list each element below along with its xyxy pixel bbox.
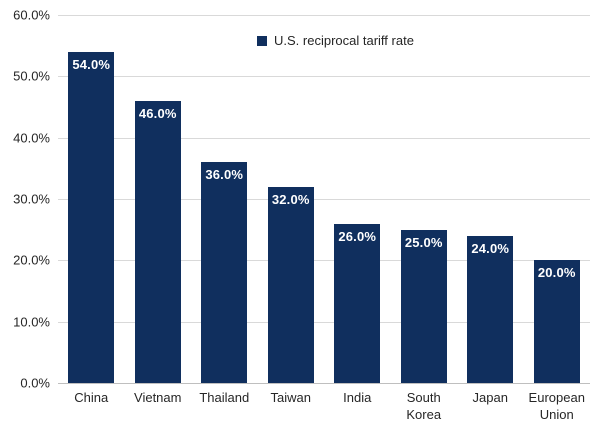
- x-axis-category-label-japan: Japan: [472, 390, 508, 405]
- x-axis-category-label-vietnam: Vietnam: [134, 390, 182, 405]
- gridline-40: [58, 137, 590, 139]
- bar-value-label-taiwan: 32.0%: [271, 191, 310, 207]
- gridline-30: [58, 199, 590, 200]
- x-axis-category-label-european-union: European Union: [528, 390, 585, 422]
- gridline-10: [58, 321, 590, 323]
- gridline-20: [58, 260, 590, 262]
- x-axis-line: [58, 383, 590, 384]
- bar-value-label-vietnam: 46.0%: [138, 105, 177, 121]
- x-axis-category-label-south-korea: South Korea: [406, 390, 442, 422]
- x-axis-category-label-thailand: Thailand: [199, 390, 250, 405]
- bar-thailand: 36.0%: [201, 162, 248, 383]
- legend-square-icon: [257, 35, 267, 46]
- y-axis-tick-label: 40.0%: [13, 130, 50, 146]
- gridline-60: [58, 15, 590, 16]
- x-axis-category-label-taiwan: Taiwan: [270, 390, 311, 405]
- bar-china: 54.0%: [68, 51, 115, 383]
- bar-value-label-japan: 24.0%: [471, 240, 510, 256]
- bar-value-label-european-union: 20.0%: [537, 265, 576, 281]
- bar-value-label-thailand: 36.0%: [205, 167, 244, 183]
- bar-india: 26.0%: [334, 223, 381, 383]
- bar-vietnam: 46.0%: [134, 100, 181, 383]
- x-axis: China Vietnam Thailand Taiwan India South Kor…: [58, 389, 590, 429]
- bars-layer: 54.0% 46.0% 36.0% 32.0% 26.0% 25.0% 24.0% 20.0%: [58, 15, 590, 383]
- y-axis-tick-label: 0.0%: [20, 375, 50, 391]
- legend-series-label: U.S. reciprocal tariff rate: [274, 33, 414, 48]
- y-axis: 0.0% 10.0% 20.0% 30.0% 40.0% 50.0% 60.0%: [0, 8, 50, 391]
- y-axis-tick-label: 30.0%: [13, 191, 50, 207]
- bar-value-label-south-korea: 25.0%: [404, 234, 443, 250]
- bar-european-union: 20.0%: [533, 260, 580, 383]
- bar-value-label-india: 26.0%: [338, 228, 377, 244]
- plot-area: 54.0% 46.0% 36.0% 32.0% 26.0% 25.0% 24.0% 20.0%…: [58, 15, 590, 384]
- y-axis-tick-label: 10.0%: [13, 314, 50, 330]
- x-axis-category-label-china: China: [74, 390, 109, 405]
- y-axis-tick-label: 60.0%: [13, 7, 50, 23]
- bar-value-label-china: 54.0%: [72, 56, 111, 72]
- gridline-50: [58, 76, 590, 78]
- x-axis-category-label-india: India: [343, 390, 372, 405]
- bar-japan: 24.0%: [467, 235, 514, 383]
- bar-taiwan: 32.0%: [267, 186, 314, 383]
- y-axis-tick-label: 20.0%: [13, 252, 50, 268]
- bar-south-korea: 25.0%: [400, 229, 447, 383]
- y-axis-tick-label: 50.0%: [13, 68, 50, 84]
- legend: U.S. reciprocal tariff rate: [257, 33, 414, 48]
